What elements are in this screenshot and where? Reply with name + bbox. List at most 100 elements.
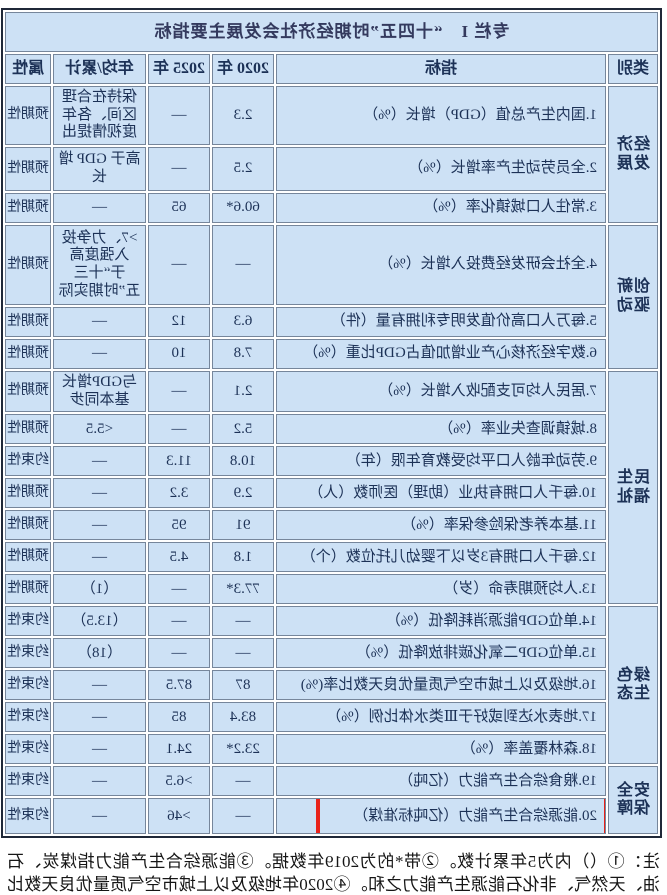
indicator-cell: 19.粮食综合生产能力（亿吨） bbox=[276, 766, 606, 797]
attribute-cell: 预期性 bbox=[4, 542, 51, 573]
value-2020: 23.2* bbox=[212, 734, 274, 765]
col-header-attribute: 属性 bbox=[4, 54, 51, 84]
attribute-cell: 预期性 bbox=[4, 147, 51, 192]
table-title: 专栏 I “十四五”时期经济社会发展主要指标 bbox=[4, 12, 658, 52]
attribute-cell: 预期性 bbox=[4, 193, 51, 224]
table-row: 安全 保障 19.粮食综合生产能力（亿吨） — >6.5 — 约束性 bbox=[4, 766, 658, 835]
table-row: 9.劳动年龄人口平均受教育年限（年） 10.8 11.3 — 约束性 bbox=[4, 446, 658, 477]
col-header-2020: 2020 年 bbox=[212, 54, 274, 84]
attribute-cell: 预期性 bbox=[4, 339, 51, 370]
attribute-cell: 预期性 bbox=[4, 307, 51, 338]
value-2025: — bbox=[148, 86, 210, 146]
attribute-cell: 预期性 bbox=[4, 478, 51, 509]
value-2025: — bbox=[148, 606, 210, 637]
value-2025: 24.1 bbox=[148, 734, 210, 765]
value-annual: — bbox=[53, 670, 146, 701]
value-2020: — bbox=[212, 225, 274, 306]
value-2025: — bbox=[148, 225, 210, 306]
value-2020: 7.8 bbox=[212, 339, 274, 370]
table-row: 20.能源综合生产能力（亿吨标准煤） — >46 — 约束性 bbox=[4, 798, 658, 835]
indicators-table: 专栏 I “十四五”时期经济社会发展主要指标 类别 指标 2020 年 2025… bbox=[0, 8, 662, 839]
attribute-cell: 约束性 bbox=[4, 798, 51, 835]
indicator-cell: 11.基本养老保险参保率（%） bbox=[276, 510, 606, 541]
category-livelihood: 民生 福祉 bbox=[608, 371, 658, 605]
attribute-cell: 约束性 bbox=[4, 734, 51, 765]
indicator-cell: 2.全员劳动生产率增长（%） bbox=[276, 147, 606, 192]
indicator-cell: 9.劳动年龄人口平均受教育年限（年） bbox=[276, 446, 606, 477]
value-2020: 10.8 bbox=[212, 446, 274, 477]
category-green-ecology: 绿色 生态 bbox=[608, 606, 658, 765]
value-2025: 11.3 bbox=[148, 446, 210, 477]
table-row: 民生 福祉 7.居民人均可支配收入增长（%） 2.1 — 与GDP增长基本同步 … bbox=[4, 371, 658, 605]
value-annual: — bbox=[53, 702, 146, 733]
value-annual: — bbox=[53, 446, 146, 477]
value-2020: — bbox=[212, 766, 274, 797]
indicator-cell: 12.每千人口拥有3岁以下婴幼儿托位数（个） bbox=[276, 542, 606, 573]
table-row: 创新 驱动 4.全社会研发经费投入增长（%） — — >7、力争投入强度高于“十… bbox=[4, 225, 658, 370]
table-title-row: 专栏 I “十四五”时期经济社会发展主要指标 bbox=[4, 12, 658, 52]
value-2020: 60.6* bbox=[212, 193, 274, 224]
value-annual: >7、力争投入强度高于“十三五”时期实际 bbox=[53, 225, 146, 306]
category-economy: 经济 发展 bbox=[608, 86, 658, 224]
value-annual: — bbox=[53, 542, 146, 573]
value-2020: 83.4 bbox=[212, 702, 274, 733]
value-annual: <5.5 bbox=[53, 414, 146, 445]
attribute-cell: 预期性 bbox=[4, 574, 51, 605]
attribute-cell: 约束性 bbox=[4, 670, 51, 701]
value-annual: 保持在合理区间、各年度视情提出 bbox=[53, 86, 146, 146]
indicator-cell: 14.单位GDP能源消耗降低（%） bbox=[276, 606, 606, 637]
attribute-cell: 预期性 bbox=[4, 225, 51, 306]
table-row: 绿色 生态 14.单位GDP能源消耗降低（%） — — （13.5） 约束性 bbox=[4, 606, 658, 765]
col-header-annual: 年均/累计 bbox=[53, 54, 146, 84]
indicator-text: 20.能源综合生产能力（亿吨标准煤） bbox=[353, 807, 597, 824]
value-2025: 95 bbox=[148, 510, 210, 541]
value-2020: 2.1 bbox=[212, 371, 274, 413]
value-2020: 6.3 bbox=[212, 307, 274, 338]
value-2025: 12 bbox=[148, 307, 210, 338]
indicator-cell: 17.地表水达到或好于Ⅲ类水体比例（%） bbox=[276, 702, 606, 733]
value-annual: 与GDP增长基本同步 bbox=[53, 371, 146, 413]
category-innovation: 创新 驱动 bbox=[608, 225, 658, 370]
table-row: 经济 发展 1.国内生产总值（GDP）增长（%） 2.3 — 保持在合理区间、各… bbox=[4, 86, 658, 224]
value-2025: >46 bbox=[148, 798, 210, 835]
value-annual: — bbox=[53, 478, 146, 509]
value-annual: — bbox=[53, 339, 146, 370]
table-header-row: 类别 指标 2020 年 2025 年 年均/累计 属性 bbox=[4, 54, 658, 84]
value-2025: 85 bbox=[148, 702, 210, 733]
value-2020: — bbox=[212, 606, 274, 637]
category-security: 安全 保障 bbox=[608, 766, 658, 835]
indicator-cell: 13.人均预期寿命（岁） bbox=[276, 574, 606, 605]
value-annual: — bbox=[53, 510, 146, 541]
value-2020: 87 bbox=[212, 670, 274, 701]
value-2020: 2.5 bbox=[212, 147, 274, 192]
attribute-cell: 约束性 bbox=[4, 606, 51, 637]
table-row: 2.全员劳动生产率增长（%） 2.5 — 高于 GDP 增长 预期性 bbox=[4, 147, 658, 192]
value-annual: — bbox=[53, 766, 146, 797]
attribute-cell: 预期性 bbox=[4, 414, 51, 445]
indicator-cell: 1.国内生产总值（GDP）增长（%） bbox=[276, 86, 606, 146]
table-row: 11.基本养老保险参保率（%） 91 95 — 预期性 bbox=[4, 510, 658, 541]
value-2025: >6.5 bbox=[148, 766, 210, 797]
indicator-cell: 3.常住人口城镇化率（%） bbox=[276, 193, 606, 224]
table-row: 3.常住人口城镇化率（%） 60.6* 65 — 预期性 bbox=[4, 193, 658, 224]
value-annual: 高于 GDP 增长 bbox=[53, 147, 146, 192]
value-annual: （13.5） bbox=[53, 606, 146, 637]
table-row: 8.城镇调查失业率（%） 5.2 — <5.5 预期性 bbox=[4, 414, 658, 445]
attribute-cell: 预期性 bbox=[4, 510, 51, 541]
value-annual: （18） bbox=[53, 638, 146, 669]
indicator-cell: 5.每万人口高价值发明专利拥有量（件） bbox=[276, 307, 606, 338]
value-2025: 4.5 bbox=[148, 542, 210, 573]
attribute-cell: 预期性 bbox=[4, 86, 51, 146]
attribute-cell: 约束性 bbox=[4, 638, 51, 669]
table-row: 10.每千人口拥有执业（助理）医师数（人） 2.9 3.2 — 预期性 bbox=[4, 478, 658, 509]
table-row: 6.数字经济核心产业增加值占GDP比重（%） 7.8 10 — 预期性 bbox=[4, 339, 658, 370]
value-annual: （1） bbox=[53, 574, 146, 605]
value-2020: 77.3* bbox=[212, 574, 274, 605]
table-row: 15.单位GDP二氧化碳排放降低（%） — — （18） 约束性 bbox=[4, 638, 658, 669]
mirrored-scan-sheet: 专栏 I “十四五”时期经济社会发展主要指标 类别 指标 2020 年 2025… bbox=[0, 8, 667, 895]
attribute-cell: 约束性 bbox=[4, 766, 51, 797]
value-2025: — bbox=[148, 414, 210, 445]
value-2025: 3.2 bbox=[148, 478, 210, 509]
indicator-cell-highlighted: 20.能源综合生产能力（亿吨标准煤） bbox=[276, 798, 606, 835]
value-2020: — bbox=[212, 638, 274, 669]
